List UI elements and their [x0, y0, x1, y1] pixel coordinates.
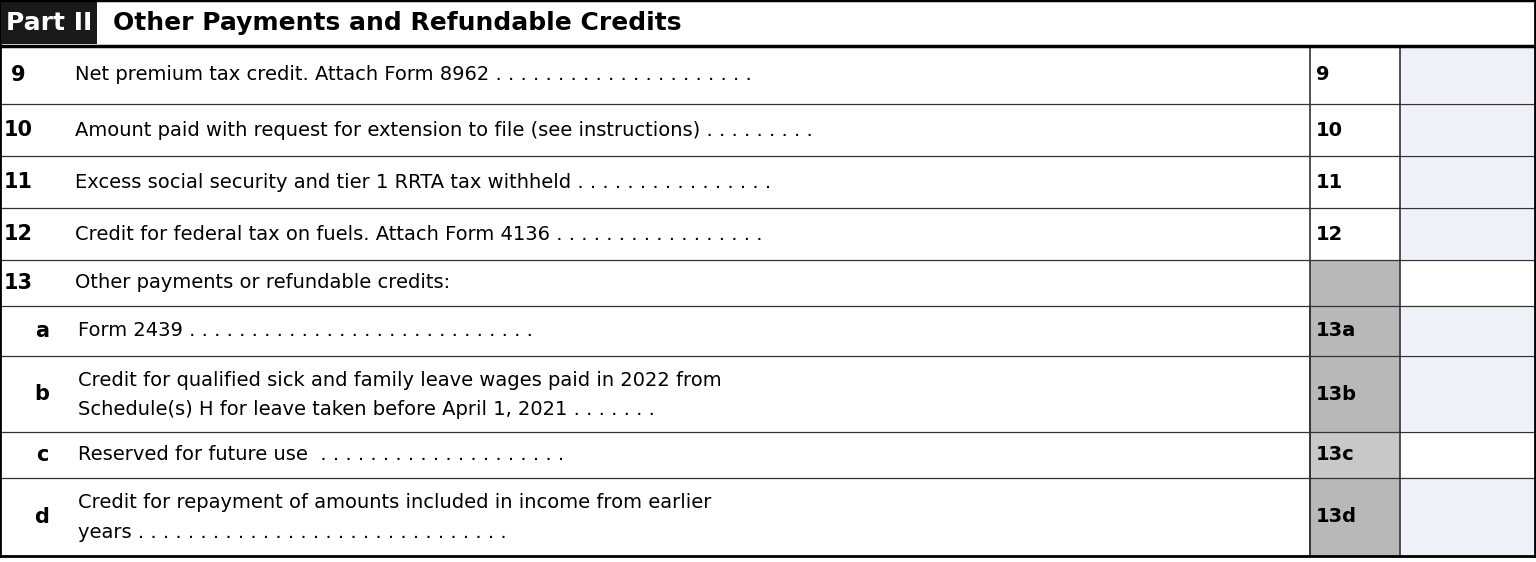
Bar — [1399, 479, 1534, 555]
Text: 12: 12 — [3, 224, 32, 244]
Text: 11: 11 — [1316, 173, 1344, 192]
Bar — [1399, 157, 1534, 207]
Bar — [1399, 209, 1534, 259]
Text: 13b: 13b — [1316, 384, 1356, 404]
Text: Schedule(s) H for leave taken before April 1, 2021 . . . . . . .: Schedule(s) H for leave taken before Apr… — [78, 400, 654, 419]
Text: 10: 10 — [1316, 120, 1342, 139]
Text: Credit for qualified sick and family leave wages paid in 2022 from: Credit for qualified sick and family lea… — [78, 371, 722, 390]
Text: c: c — [35, 445, 48, 465]
Text: Excess social security and tier 1 RRTA tax withheld . . . . . . . . . . . . . . : Excess social security and tier 1 RRTA t… — [75, 173, 771, 192]
Bar — [1399, 105, 1534, 155]
Text: d: d — [35, 507, 49, 527]
Text: Other Payments and Refundable Credits: Other Payments and Refundable Credits — [114, 11, 682, 35]
Text: 13d: 13d — [1316, 507, 1356, 527]
Text: 9: 9 — [11, 65, 25, 85]
Text: Credit for repayment of amounts included in income from earlier: Credit for repayment of amounts included… — [78, 493, 711, 513]
Text: Credit for federal tax on fuels. Attach Form 4136 . . . . . . . . . . . . . . . : Credit for federal tax on fuels. Attach … — [75, 224, 762, 243]
Text: 13c: 13c — [1316, 446, 1355, 465]
Text: Form 2439 . . . . . . . . . . . . . . . . . . . . . . . . . . . .: Form 2439 . . . . . . . . . . . . . . . … — [78, 321, 533, 341]
Bar — [1399, 307, 1534, 355]
Text: Amount paid with request for extension to file (see instructions) . . . . . . . : Amount paid with request for extension t… — [75, 120, 813, 139]
Text: years . . . . . . . . . . . . . . . . . . . . . . . . . . . . . .: years . . . . . . . . . . . . . . . . . … — [78, 523, 507, 542]
Text: 13: 13 — [3, 273, 32, 293]
Text: Reserved for future use  . . . . . . . . . . . . . . . . . . . .: Reserved for future use . . . . . . . . … — [78, 446, 564, 465]
Bar — [2, 2, 97, 44]
Text: 10: 10 — [3, 120, 32, 140]
Text: 11: 11 — [3, 172, 32, 192]
Bar — [1310, 432, 1399, 478]
Bar — [0, 0, 1536, 46]
Text: Other payments or refundable credits:: Other payments or refundable credits: — [75, 274, 450, 292]
Text: 9: 9 — [1316, 66, 1330, 84]
Bar — [1399, 357, 1534, 431]
Text: a: a — [35, 321, 49, 341]
Text: 12: 12 — [1316, 224, 1344, 243]
Text: Part II: Part II — [6, 11, 92, 35]
Text: Net premium tax credit. Attach Form 8962 . . . . . . . . . . . . . . . . . . . .: Net premium tax credit. Attach Form 8962… — [75, 66, 751, 84]
Text: b: b — [34, 384, 49, 404]
Bar — [1310, 260, 1399, 556]
Bar — [1399, 47, 1534, 103]
Text: 13a: 13a — [1316, 321, 1356, 341]
